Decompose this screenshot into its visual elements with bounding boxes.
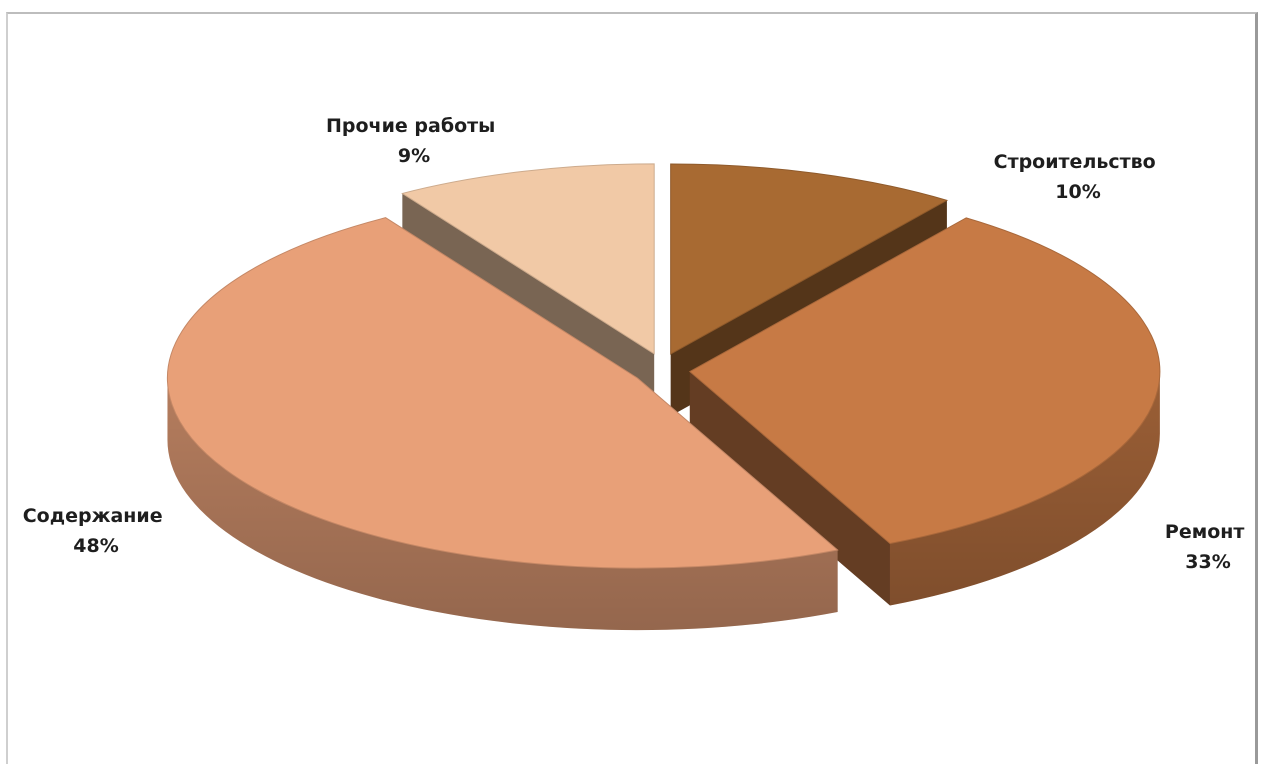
slices-layer [166,163,1161,631]
slice-repair [689,217,1161,606]
slice-name-maintenance: Содержание [23,505,163,527]
slice-top-other [401,163,655,355]
slice-label-other: Прочие работы 9% [326,115,502,167]
slice-maintenance [166,217,839,631]
slice-percent-repair: 33% [1185,551,1230,573]
slice-percent-construction: 10% [1055,181,1100,203]
labels-layer: Строительство 10% Ремонт 33% Содержание … [23,115,1251,573]
slice-name-construction: Строительство [994,151,1156,173]
slice-cut-face-repair-end [689,371,890,606]
slice-percent-other: 9% [398,145,430,167]
slice-wall-shade-maintenance [167,378,838,631]
slice-top-maintenance [166,217,839,569]
slice-name-other: Прочие работы [326,115,495,137]
slice-name-repair: Ремонт [1165,521,1245,543]
slice-label-maintenance: Содержание 48% [23,505,170,557]
slice-top-construction [670,163,949,355]
slice-percent-maintenance: 48% [73,535,118,557]
slice-label-repair: Ремонт 33% [1165,521,1251,573]
slice-wall-shade-repair [889,371,1160,606]
slice-top-repair [689,217,1161,545]
slice-label-construction: Строительство 10% [994,151,1163,203]
